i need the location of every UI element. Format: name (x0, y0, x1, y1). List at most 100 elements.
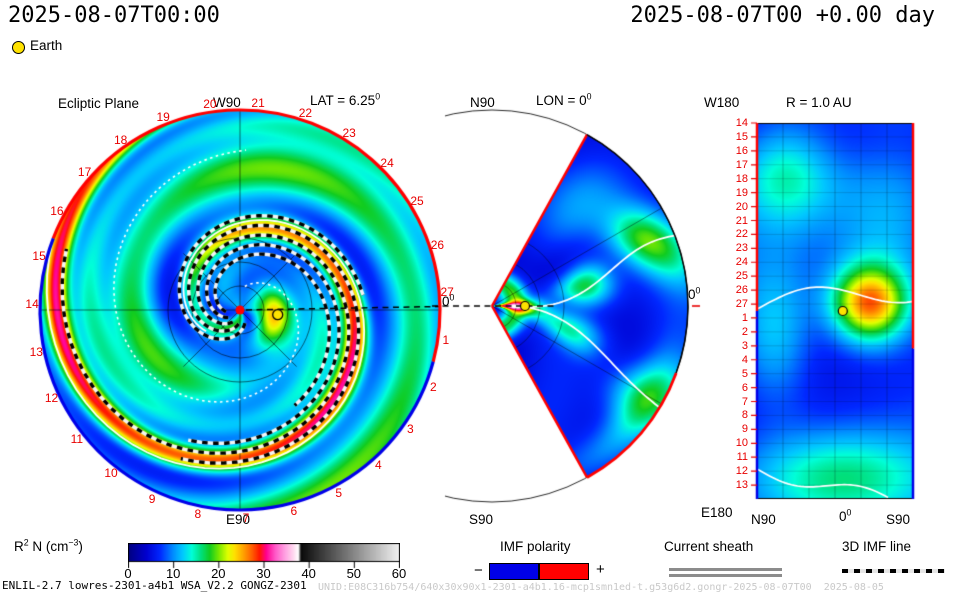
imf-negative-swatch (489, 563, 539, 580)
longitude-row-tick-label: 14 (735, 117, 748, 129)
colorbar-tick-label: 50 (346, 566, 362, 581)
longitude-row-tick-label: 5 (741, 367, 748, 380)
longitude-row-tick-label: 7 (741, 395, 748, 408)
radial-s90-label: S90 (886, 512, 911, 527)
carrington-tick-label: 22 (298, 105, 313, 120)
colorbar-tick-label: 40 (301, 566, 316, 581)
degree-sup: 0 (695, 285, 701, 296)
colorbar-tick-label: 60 (391, 566, 407, 581)
carrington-tick-label: 8 (194, 506, 202, 521)
carrington-tick-label: 18 (114, 132, 128, 147)
carrington-tick-label: 11 (70, 432, 84, 446)
carrington-tick-label: 9 (148, 491, 156, 506)
carrington-tick-label: 6 (290, 503, 298, 518)
imf-dashed-line-icon (842, 569, 945, 573)
meridional-plane-plot (430, 95, 710, 525)
ecliptic-w90-label: W90 (213, 95, 241, 110)
carrington-tick-label: 14 (25, 297, 39, 311)
longitude-row-tick-label: 17 (735, 158, 748, 171)
longitude-row-tick-label: 21 (735, 214, 748, 227)
meridional-s90-label: S90 (469, 512, 494, 527)
ecliptic-zero-deg-label: 00 (442, 292, 455, 309)
degree-sup: 0 (375, 91, 381, 102)
model-info-footer: ENLIL-2.7 lowres-2301-a4b1 WSA_V2.2 GONG… (2, 579, 307, 592)
radial-zero-deg-label: 00 (839, 507, 852, 524)
meridional-lon-label: LON = 00 (536, 91, 592, 108)
ecliptic-lat-label: LAT = 6.250 (310, 91, 381, 108)
timestamp-right: 2025-08-07T00 +0.00 day (630, 3, 935, 28)
colorbar-tick-label: 10 (165, 566, 181, 581)
radial-surface-plot (748, 116, 928, 508)
longitude-row-tick-label: 26 (735, 284, 748, 297)
carrington-tick-label: 23 (342, 126, 356, 140)
longitude-row-tick-label: 8 (741, 409, 748, 422)
radial-w180-label: W180 (704, 95, 740, 110)
carrington-tick-label: 12 (44, 390, 59, 405)
current-sheath-line-icon (669, 568, 782, 571)
current-sheath-line-icon (669, 574, 782, 577)
colorbar-tick-label: 20 (211, 566, 226, 581)
longitude-row-tick-label: 10 (735, 437, 748, 450)
ecliptic-panel-title: Ecliptic Plane (58, 96, 140, 111)
lon-value: LON = 0 (536, 93, 587, 108)
longitude-row-tick-label: 18 (735, 172, 748, 185)
longitude-row-tick-label: 2 (741, 325, 748, 338)
imf-polarity-title: IMF polarity (500, 539, 571, 554)
unid-watermark: UNID:E08C316b754/640x30x90x1-2301-a4b1.1… (318, 582, 884, 593)
density-colorbar (128, 543, 400, 569)
degree-sup: 0 (586, 91, 592, 102)
cb-exp: −3 (68, 537, 79, 548)
longitude-row-tick-label: 22 (735, 228, 748, 241)
carrington-tick-label: 4 (374, 458, 382, 473)
longitude-row-tick-label: 13 (735, 479, 748, 492)
carrington-tick-label: 21 (251, 95, 265, 110)
longitude-row-tick-label: 27 (735, 298, 748, 310)
ecliptic-plane-plot (30, 100, 450, 520)
carrington-tick-label: 3 (407, 422, 414, 437)
longitude-row-tick-label: 4 (741, 353, 748, 366)
longitude-row-tick-label: 12 (735, 465, 748, 478)
carrington-tick-label: 20 (203, 97, 217, 112)
lat-value: LAT = 6.25 (310, 93, 376, 108)
carrington-tick-label: 10 (104, 466, 118, 481)
carrington-tick-label: 25 (410, 193, 424, 208)
longitude-row-tick-label: 11 (736, 451, 748, 464)
meridional-zero-deg-label: 00 (688, 285, 701, 302)
imf-minus-label: − (474, 562, 483, 579)
carrington-tick-label: 5 (335, 486, 343, 501)
cb-end: ) (78, 539, 83, 554)
longitude-row-tick-label: 1 (741, 312, 748, 324)
zero-value: 0 (442, 294, 450, 309)
longitude-row-tick-label: 15 (735, 130, 748, 143)
longitude-row-tick-label: 23 (735, 242, 748, 255)
imf-plus-label: + (596, 561, 605, 578)
longitude-row-tick-label: 6 (741, 381, 748, 394)
radial-n90-label: N90 (751, 512, 776, 527)
carrington-tick-label: 2 (429, 379, 437, 394)
longitude-row-tick-label: 9 (741, 423, 748, 436)
colorbar-label: R2 N (cm−3) (14, 537, 83, 554)
imf-positive-swatch (539, 563, 589, 580)
colorbar-tick-label: 0 (124, 566, 132, 581)
longitude-row-tick-label: 24 (735, 256, 748, 269)
earth-marker-icon (12, 41, 25, 54)
current-sheath-title: Current sheath (664, 539, 754, 554)
longitude-row-tick-label: 20 (735, 200, 748, 213)
carrington-tick-label: 1 (442, 333, 450, 348)
earth-legend-label: Earth (30, 38, 63, 53)
carrington-tick-label: 16 (50, 204, 64, 219)
radial-e180-label: E180 (701, 505, 733, 520)
longitude-row-tick-label: 19 (735, 186, 748, 199)
longitude-row-tick-label: 25 (735, 270, 748, 283)
cb-base: R (14, 539, 24, 554)
carrington-tick-label: 19 (156, 109, 170, 124)
zero-value: 0 (688, 287, 696, 302)
zero-value: 0 (839, 509, 847, 524)
degree-sup: 0 (449, 292, 455, 303)
meridional-n90-label: N90 (470, 95, 495, 110)
cb-mid: N (cm (28, 539, 69, 554)
imf-line-title: 3D IMF line (842, 539, 912, 554)
degree-sup: 0 (846, 507, 852, 518)
carrington-tick-label: 26 (430, 237, 445, 252)
